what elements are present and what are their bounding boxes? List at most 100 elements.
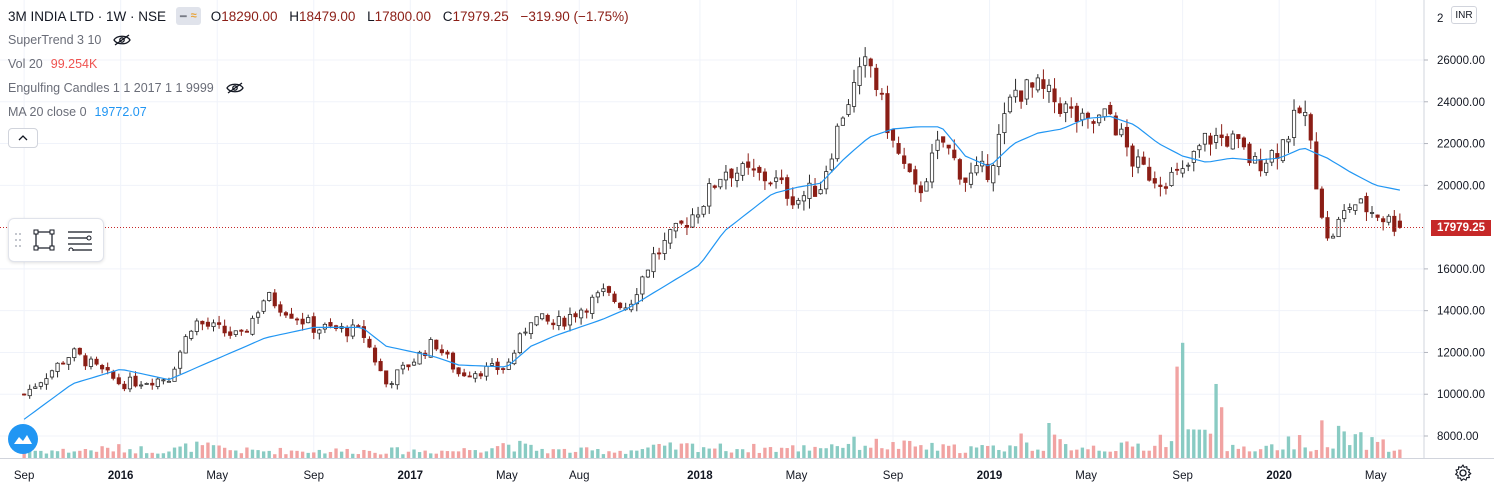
volume-bar xyxy=(111,451,115,458)
candle-body xyxy=(1041,79,1046,89)
candle-body xyxy=(1024,79,1029,100)
volume-bar xyxy=(774,451,778,458)
volume-bar xyxy=(1314,449,1318,458)
candle xyxy=(807,174,812,209)
volume-bar xyxy=(1086,449,1090,458)
candle xyxy=(155,377,160,390)
candle-body xyxy=(345,327,350,337)
candle-body xyxy=(1303,112,1308,117)
candle-body xyxy=(228,331,233,336)
volume-bar xyxy=(1097,450,1101,458)
tradingview-logo-icon[interactable] xyxy=(8,424,38,454)
drag-handle-icon[interactable] xyxy=(13,230,23,250)
candle xyxy=(874,63,879,97)
volume-bar xyxy=(551,449,555,458)
volume-bar xyxy=(713,448,717,458)
volume-bar xyxy=(1375,441,1380,458)
volume-bar xyxy=(980,445,984,458)
candle xyxy=(796,197,801,209)
candle xyxy=(222,319,227,337)
candle-body xyxy=(267,292,272,301)
candle xyxy=(194,318,199,336)
candle-body xyxy=(1186,164,1191,167)
candle xyxy=(734,166,740,188)
candle-body xyxy=(595,292,600,298)
volume-bar xyxy=(473,450,477,458)
candle-body xyxy=(77,347,82,355)
candle-body xyxy=(1102,108,1107,118)
volume-bar xyxy=(690,443,695,458)
candle xyxy=(835,123,840,162)
candle xyxy=(573,311,578,323)
candle-body xyxy=(49,370,55,378)
candle-body xyxy=(785,177,790,199)
volume-bar xyxy=(896,448,901,458)
candle xyxy=(1019,90,1024,109)
candle xyxy=(1136,149,1141,174)
candle xyxy=(1247,141,1252,166)
volume-bar xyxy=(50,450,54,458)
candle-body xyxy=(746,161,751,168)
volume-bar xyxy=(1398,449,1402,458)
candle-body xyxy=(590,296,595,314)
candle xyxy=(372,344,378,366)
rectangle-tool-button[interactable] xyxy=(29,225,59,255)
volume-bar xyxy=(211,445,216,458)
volume-bar xyxy=(1370,437,1374,458)
gear-icon[interactable] xyxy=(1454,464,1472,482)
volume-bar xyxy=(1325,447,1330,458)
candle-body xyxy=(1007,96,1013,113)
fib-tool-button[interactable] xyxy=(65,225,95,255)
eye-off-icon[interactable] xyxy=(225,82,244,94)
eye-off-icon[interactable] xyxy=(113,34,132,46)
volume-bar xyxy=(880,448,884,458)
candle xyxy=(294,317,300,325)
compare-toggle[interactable]: ━ ≈ xyxy=(176,7,201,25)
candle-body xyxy=(885,93,890,134)
candle xyxy=(751,158,756,177)
candle xyxy=(935,130,940,160)
indicator-ma[interactable]: MA 20 close 0 19772.07 xyxy=(8,100,637,124)
indicator-engulfing[interactable]: Engulfing Candles 1 1 2017 1 1 9999 xyxy=(8,76,637,100)
volume-bar xyxy=(206,442,210,458)
drawing-toolbar[interactable] xyxy=(8,218,104,262)
volume-bar xyxy=(106,447,110,458)
volume-bar xyxy=(1286,436,1291,458)
volume-bar xyxy=(22,451,26,458)
volume-bar xyxy=(651,444,656,458)
time-tick-label: 2017 xyxy=(398,470,424,482)
price-tick-label: 22000.00 xyxy=(1437,139,1485,151)
symbol-title[interactable]: 3M INDIA LTD · 1W · NSE xyxy=(8,8,167,24)
candle xyxy=(1158,176,1163,197)
candle-body xyxy=(300,318,305,325)
candle xyxy=(49,369,55,380)
volume-bar xyxy=(1292,449,1296,458)
indicator-label: MA 20 close 0 xyxy=(8,105,87,119)
volume-bar xyxy=(390,447,394,458)
candle xyxy=(217,315,222,329)
volume-bar xyxy=(986,445,990,458)
candle xyxy=(1069,97,1074,118)
volume-bar xyxy=(763,447,767,458)
candle-body xyxy=(1108,104,1113,115)
currency-label[interactable]: INR xyxy=(1451,6,1477,24)
candle xyxy=(66,357,71,371)
candle xyxy=(311,312,316,340)
candle-body xyxy=(1074,105,1079,123)
candle-body xyxy=(105,367,110,371)
indicator-volume[interactable]: Vol 20 99.254K xyxy=(8,52,637,76)
candle xyxy=(33,383,38,389)
volume-value: 99.254K xyxy=(50,57,98,71)
candle xyxy=(590,294,595,319)
change-value: −319.90 (−1.75%) xyxy=(520,8,629,24)
candle-body xyxy=(72,348,77,359)
volume-bar xyxy=(1303,447,1307,458)
candle-body xyxy=(473,373,478,379)
indicator-supertrend[interactable]: SuperTrend 3 10 xyxy=(8,28,637,52)
volume-bar xyxy=(1320,420,1324,458)
candle xyxy=(696,206,701,224)
collapse-legend-button[interactable] xyxy=(8,128,38,148)
volume-bar xyxy=(568,452,572,458)
